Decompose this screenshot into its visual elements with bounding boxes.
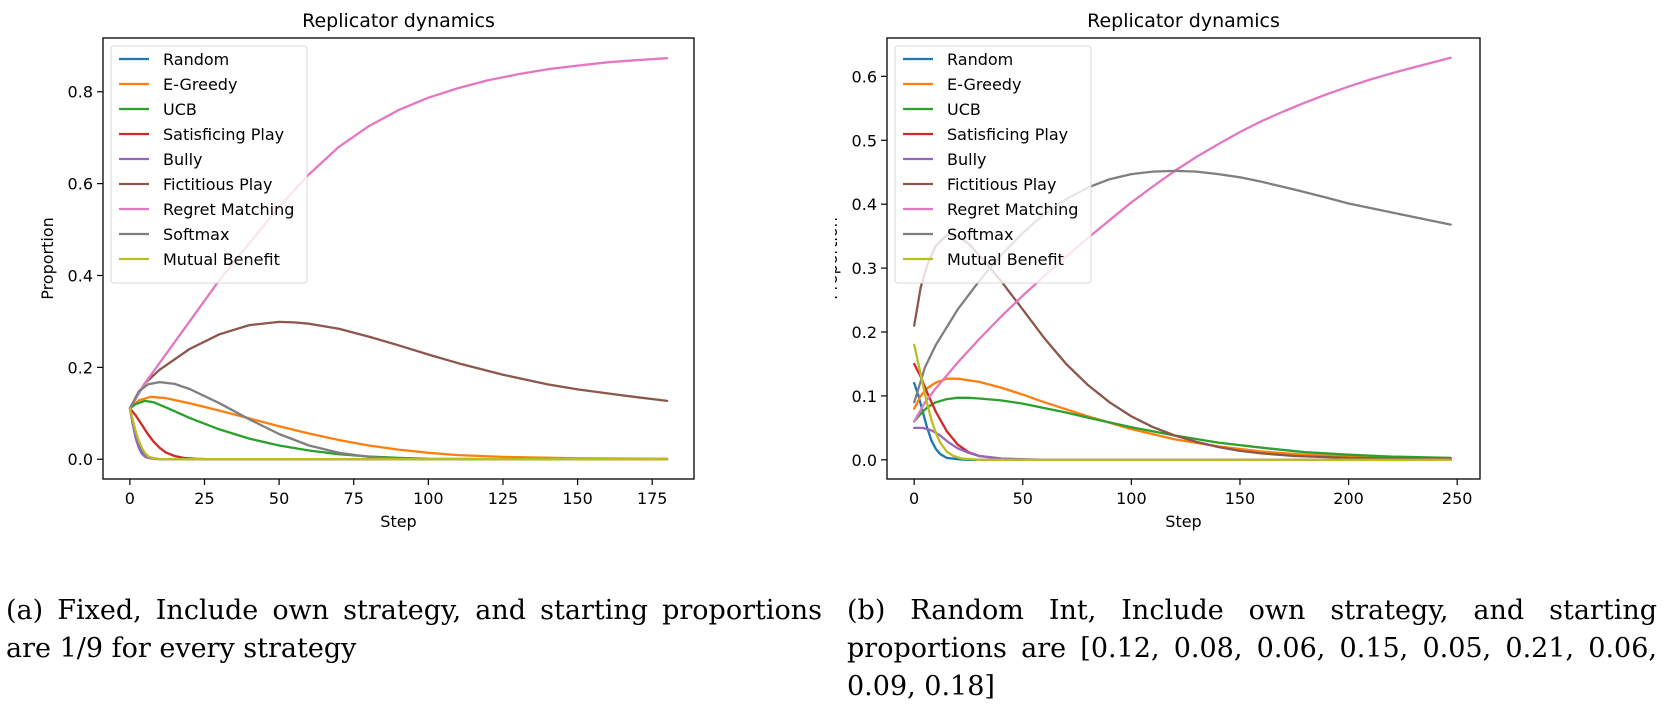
chart-b-series-e-greedy [913, 377, 1452, 461]
chart-b-series-regret-matching [913, 56, 1452, 423]
chart-a-xtick-label: 100 [413, 489, 444, 508]
chart-a-xtick-label: 150 [562, 489, 593, 508]
chart-b-legend-label-ucb: UCB [947, 100, 981, 119]
chart-a-legend-label-ucb: UCB [163, 100, 197, 119]
chart-a: Replicator dynamics 0 25 50 75 100 125 150 175 0.… [38, 10, 695, 531]
chart-b-xtick-label: 250 [1442, 489, 1473, 508]
chart-b-legend-label-fictitious-play: Fictitious Play [947, 175, 1056, 194]
chart-a-xlabel: Step [380, 512, 416, 531]
chart-b-ytick-label: 0.4 [852, 195, 877, 214]
chart-b-legend-label-regret-matching: Regret Matching [947, 200, 1078, 219]
chart-b: Replicator dynamics 0 50 100 150 200 250 0.0 0.1… [835, 10, 1481, 531]
chart-a-ylabel: Proportion [38, 217, 57, 300]
chart-b-legend-label-satisficing-play: Satisficing Play [947, 125, 1068, 144]
chart-b-legend-label-e-greedy: E-Greedy [947, 75, 1021, 94]
chart-a-series-satisficing-play [128, 407, 669, 461]
chart-a-series-mutual-benefit [128, 407, 669, 461]
chart-b-legend-label-mutual-benefit: Mutual Benefit [947, 250, 1064, 269]
chart-b-legend-label-bully: Bully [947, 150, 986, 169]
chart-a-legend-label-satisficing-play: Satisficing Play [163, 125, 284, 144]
chart-b-xtick-label: 100 [1116, 489, 1147, 508]
chart-a-title: Replicator dynamics [302, 10, 495, 32]
chart-b-ytick-label: 0.1 [852, 387, 877, 406]
chart-a-legend-label-e-greedy: E-Greedy [163, 75, 237, 94]
chart-b-legend-label-random: Random [947, 50, 1013, 69]
chart-a-xtick-label: 50 [269, 489, 289, 508]
chart-b-series-ucb [913, 396, 1452, 460]
chart-b-legend-label-softmax: Softmax [947, 225, 1013, 244]
chart-b-xtick-label: 50 [1013, 489, 1033, 508]
chart-a-axes-frame [102, 37, 695, 480]
chart-b-legend-box [894, 45, 1092, 284]
chart-a-series-bully [128, 407, 669, 461]
chart-b-series-softmax [913, 169, 1452, 404]
chart-b-ylabel: Proportion [835, 217, 841, 300]
chart-b-xtick-label: 200 [1333, 489, 1364, 508]
chart-a-series-e-greedy [128, 395, 669, 460]
chart-a-ytick-label: 0.2 [68, 358, 93, 377]
chart-a-legend-box [110, 45, 308, 284]
chart-a-xtick-label: 75 [344, 489, 364, 508]
chart-b-xlabel: Step [1165, 512, 1201, 531]
chart-a-legend-label-regret-matching: Regret Matching [163, 200, 294, 219]
chart-a-ytick-label: 0.4 [68, 266, 93, 285]
chart-b-xtick-label: 0 [909, 489, 919, 508]
chart-b-axes-frame [886, 37, 1481, 480]
figure-panel-a: Replicator dynamics 0 25 50 75 100 125 150 175 0.… [0, 0, 835, 698]
chart-a-xtick-label: 25 [194, 489, 214, 508]
chart-b-ytick-label: 0.6 [852, 67, 877, 86]
chart-b-ytick-label: 0.0 [852, 451, 877, 470]
caption-b: (b) Random Int, Include own strategy, an… [847, 595, 1657, 702]
chart-b-series-satisficing-play [913, 362, 1452, 461]
chart-b-series-random [913, 381, 1452, 461]
chart-a-legend-label-mutual-benefit: Mutual Benefit [163, 250, 280, 269]
chart-a-series-fictitious-play [128, 320, 669, 410]
chart-b-ytick-label: 0.3 [852, 259, 877, 278]
chart-a-xtick-label: 175 [637, 489, 668, 508]
chart-a-legend-label-softmax: Softmax [163, 225, 229, 244]
chart-a-xtick-label: 0 [125, 489, 135, 508]
chart-a-series-random [128, 407, 669, 461]
chart-a-series-regret-matching [128, 57, 669, 410]
chart-a-series-softmax [128, 380, 669, 461]
chart-b-legend: Random E-Greedy UCB Satisficing Play Bully Fi… [894, 45, 1092, 284]
chart-a-xtick-label: 125 [488, 489, 519, 508]
chart-b-ytick-label: 0.2 [852, 323, 877, 342]
chart-a-legend: Random E-Greedy UCB Satisficing Play Bully Fi… [110, 45, 308, 284]
chart-b-title: Replicator dynamics [1087, 10, 1280, 32]
chart-b-ytick-label: 0.5 [852, 131, 877, 150]
chart-b-series-mutual-benefit [913, 343, 1452, 461]
chart-a-legend-label-bully: Bully [163, 150, 202, 169]
chart-a-ytick-label: 0.8 [68, 83, 93, 102]
chart-b-xtick-label: 150 [1225, 489, 1256, 508]
chart-a-legend-label-random: Random [163, 50, 229, 69]
caption-a: (a) Fixed, Include own strategy, and sta… [6, 595, 822, 664]
chart-a-ytick-label: 0.0 [68, 450, 93, 469]
figure-panel-b: Replicator dynamics 0 50 100 150 200 250 0.0 0.1… [835, 0, 1670, 702]
chart-a-ytick-label: 0.6 [68, 175, 93, 194]
chart-a-legend-label-fictitious-play: Fictitious Play [163, 175, 272, 194]
